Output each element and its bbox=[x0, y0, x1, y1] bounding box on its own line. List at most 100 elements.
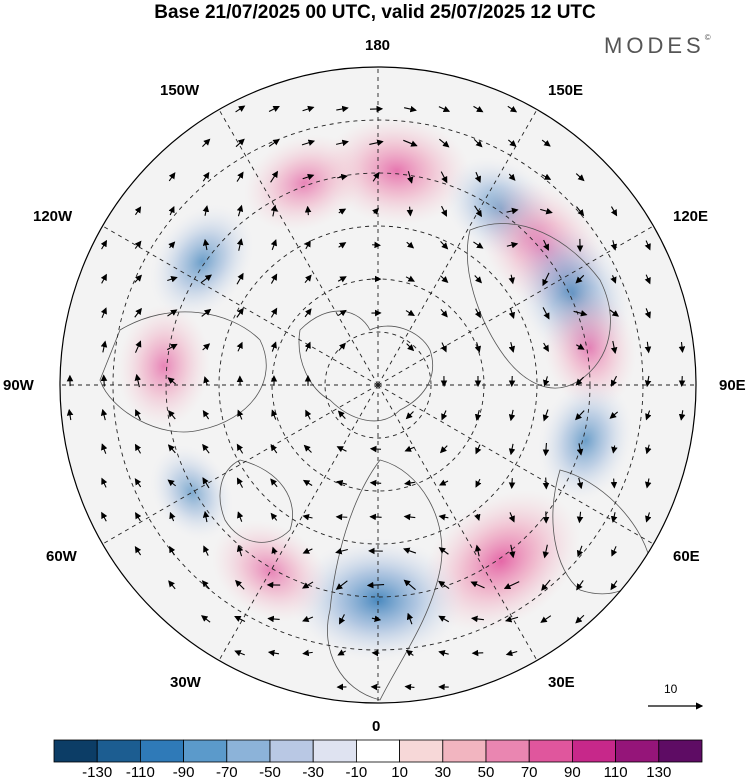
wind-vector bbox=[100, 408, 108, 421]
wind-vector bbox=[134, 240, 142, 249]
lon-label-90w: 90W bbox=[3, 377, 34, 394]
wind-vector bbox=[470, 581, 485, 589]
wind-vector bbox=[404, 683, 415, 691]
positive-anomaly bbox=[543, 286, 637, 410]
lon-label-180: 180 bbox=[365, 37, 391, 54]
colorbar-swatch bbox=[658, 739, 703, 763]
wind-vector bbox=[337, 309, 347, 317]
wind-vector bbox=[576, 443, 584, 456]
wind-vector bbox=[371, 615, 382, 622]
wind-vector bbox=[405, 411, 414, 420]
wind-vector bbox=[236, 544, 244, 557]
wind-vector bbox=[508, 173, 516, 181]
colorbar-swatch bbox=[312, 739, 357, 763]
wind-vector bbox=[270, 341, 277, 352]
wind-vector bbox=[271, 409, 278, 420]
wind-vector bbox=[134, 206, 142, 216]
wind-vector bbox=[369, 139, 384, 146]
colorbar-swatch bbox=[615, 739, 660, 763]
wind-vector bbox=[236, 477, 244, 488]
wind-vector bbox=[542, 442, 550, 457]
wind-vector bbox=[168, 205, 175, 216]
wind-vector bbox=[508, 544, 516, 559]
wind-vector bbox=[475, 444, 482, 455]
colorbar-tick-label: -10 bbox=[345, 764, 368, 781]
wind-vector bbox=[403, 547, 417, 554]
wind-vector bbox=[100, 273, 107, 284]
wind-vector bbox=[303, 444, 312, 453]
wind-vector bbox=[644, 308, 651, 319]
wind-vector bbox=[575, 173, 585, 182]
wind-vector bbox=[337, 649, 346, 656]
wind-vector bbox=[406, 171, 414, 184]
wind-vector bbox=[302, 479, 313, 487]
wind-vector bbox=[203, 376, 210, 385]
lon-label-150e: 150E bbox=[548, 82, 584, 99]
wind-vector bbox=[678, 341, 686, 354]
colorbar-tick-label: -90 bbox=[172, 764, 195, 781]
wind-vector bbox=[235, 138, 245, 148]
wind-vector bbox=[610, 275, 617, 284]
lon-label-30e: 30E bbox=[548, 674, 575, 691]
wind-vector bbox=[645, 444, 652, 455]
wind-vector bbox=[504, 616, 519, 623]
wind-vector bbox=[304, 274, 312, 284]
wind-vector bbox=[404, 445, 415, 452]
wind-vector bbox=[236, 307, 244, 318]
wind-vector bbox=[474, 513, 481, 522]
wind-vector bbox=[268, 138, 280, 147]
wind-vector bbox=[202, 477, 210, 489]
wind-vector bbox=[302, 173, 315, 181]
wind-vector bbox=[403, 513, 416, 521]
wind-vector bbox=[338, 342, 346, 351]
wind-vector bbox=[234, 615, 246, 623]
wind-vector bbox=[610, 375, 618, 387]
wind-vector bbox=[542, 409, 550, 422]
negative-anomaly bbox=[538, 379, 633, 502]
wind-vector bbox=[543, 239, 549, 251]
wind-vector bbox=[438, 649, 449, 657]
wind-vector bbox=[305, 409, 312, 420]
colorbar-tick-label: -70 bbox=[215, 764, 238, 781]
wind-vector bbox=[167, 343, 178, 351]
wind-vector bbox=[576, 206, 585, 217]
wind-vector bbox=[576, 477, 584, 490]
wind-vector bbox=[372, 241, 382, 249]
wind-vector bbox=[236, 272, 244, 285]
wind-vector bbox=[542, 272, 550, 287]
wind-vector bbox=[473, 241, 484, 249]
meridian-line bbox=[102, 384, 379, 545]
wind-vector bbox=[403, 579, 416, 591]
wind-vector bbox=[335, 580, 348, 590]
wind-vector bbox=[270, 307, 278, 318]
wind-vector bbox=[576, 580, 584, 591]
lon-label-60e: 60E bbox=[673, 548, 700, 565]
wind-vector bbox=[167, 444, 176, 454]
wind-vector bbox=[542, 477, 550, 490]
wind-vector bbox=[270, 204, 278, 217]
colorbar-tick-label: 110 bbox=[603, 764, 628, 781]
colorbar-swatch bbox=[355, 739, 400, 763]
meridian-line bbox=[377, 109, 538, 386]
wind-vector bbox=[404, 479, 415, 487]
wind-vector bbox=[405, 649, 414, 657]
wind-vector bbox=[267, 649, 280, 657]
wind-vector bbox=[302, 615, 314, 622]
wind-vector bbox=[573, 310, 588, 317]
wind-vector bbox=[66, 408, 74, 421]
wind-vector bbox=[440, 171, 448, 184]
meridian-line bbox=[377, 384, 538, 661]
wind-vector bbox=[270, 478, 278, 488]
wind-vector bbox=[403, 139, 418, 147]
wind-vector bbox=[135, 512, 142, 522]
lon-label-90e: 90E bbox=[719, 377, 746, 394]
colorbar-swatch bbox=[399, 739, 444, 763]
wind-vector bbox=[134, 307, 142, 318]
wind-vector bbox=[406, 206, 414, 217]
wind-vector bbox=[644, 274, 651, 285]
wind-vector bbox=[167, 309, 178, 317]
wind-vector bbox=[406, 612, 414, 625]
colorbar-swatch bbox=[485, 739, 530, 763]
wind-vector bbox=[440, 342, 447, 353]
